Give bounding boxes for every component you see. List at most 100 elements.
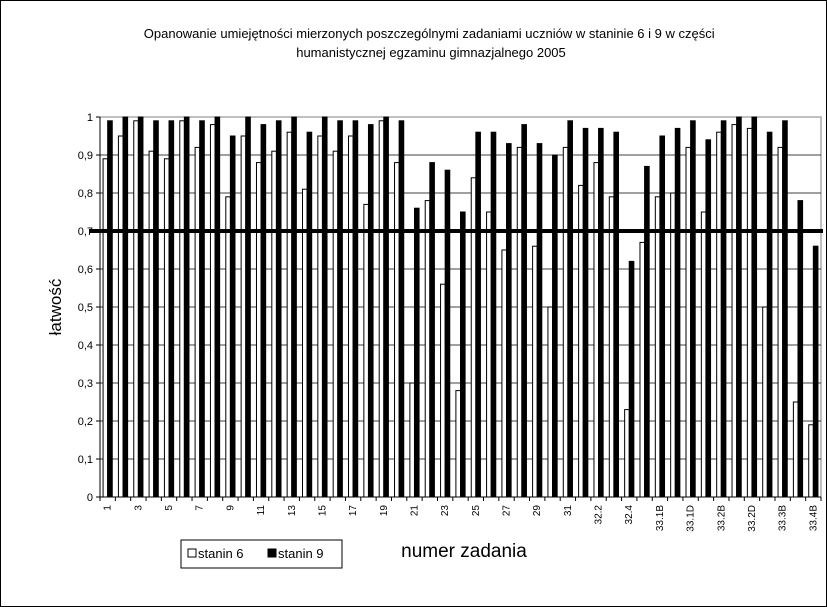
bar-stanin-9 xyxy=(782,120,788,498)
bar-stanin-9 xyxy=(291,116,297,498)
bar-stanin-6 xyxy=(286,131,293,498)
bar-stanin-6 xyxy=(808,424,814,498)
bar-stanin-9 xyxy=(122,116,129,498)
bar-stanin-6 xyxy=(348,135,354,498)
bar-stanin-9 xyxy=(107,120,113,498)
bar-stanin-6 xyxy=(670,192,676,498)
x-tick-label: 15 xyxy=(317,505,328,517)
bar-stanin-9 xyxy=(674,127,681,498)
bar-stanin-6 xyxy=(455,390,461,498)
bar-stanin-6 xyxy=(547,306,554,498)
bar-stanin-9 xyxy=(460,211,466,498)
y-tick-label: 0,9 xyxy=(78,150,93,162)
x-tick-label: 23 xyxy=(440,505,451,517)
bar-stanin-9 xyxy=(398,120,405,498)
bar-stanin-6 xyxy=(409,382,415,498)
bar-stanin-9 xyxy=(352,120,359,498)
y-tick-label: 0,2 xyxy=(78,416,93,428)
bar-stanin-6 xyxy=(255,162,262,498)
bar-stanin-6 xyxy=(163,158,170,498)
bar-stanin-6 xyxy=(440,283,446,498)
bar-stanin-6 xyxy=(394,162,400,498)
x-tick-label: 33.1D xyxy=(686,505,697,532)
bar-stanin-9 xyxy=(506,143,512,498)
bar-stanin-6 xyxy=(516,146,523,498)
x-tick-label: 32.2 xyxy=(594,505,605,525)
bar-stanin-6 xyxy=(271,150,277,498)
legend-label-stanin-6: stanin 6 xyxy=(198,546,244,561)
x-tick-label: 11 xyxy=(256,505,267,516)
bar-stanin-6 xyxy=(225,196,231,498)
bar-stanin-9 xyxy=(183,116,190,498)
y-axis-ticks: 0 0,1 0,2 0,3 0,4 0,5 0,6 0,7 0,8 0,9 1 xyxy=(78,112,101,504)
x-tick-label: 31 xyxy=(563,505,574,517)
bar-stanin-9 xyxy=(214,116,221,498)
bar-stanin-9 xyxy=(690,120,696,498)
bar-stanin-9 xyxy=(229,135,236,498)
x-tick-label: 32.4 xyxy=(624,505,635,525)
x-tick-label: 33.1B xyxy=(655,505,666,531)
bar-stanin-9 xyxy=(797,200,804,498)
bar-stanin-6 xyxy=(470,177,477,498)
bar-stanin-9 xyxy=(321,116,328,498)
bar-stanin-6 xyxy=(317,135,323,498)
y-axis-label: łatwość xyxy=(46,278,65,335)
bar-stanin-6 xyxy=(562,146,569,498)
y-tick-label: 0,6 xyxy=(78,264,93,276)
y-tick-label: 0 xyxy=(87,492,93,504)
x-tick-label: 25 xyxy=(471,505,482,517)
bar-stanin-9 xyxy=(199,120,205,498)
x-tick-label: 1 xyxy=(103,505,114,511)
x-tick-label: 33.2D xyxy=(747,505,758,532)
legend-label-stanin-9: stanin 9 xyxy=(278,546,324,561)
bar-stanin-6 xyxy=(501,249,508,498)
bar-stanin-9 xyxy=(137,116,144,498)
chart-title: Opanowanie umiejętności mierzonych poszc… xyxy=(144,26,718,60)
bar-stanin-6 xyxy=(593,162,600,498)
bar-stanin-6 xyxy=(102,158,109,498)
bar-stanin-9 xyxy=(475,131,481,498)
bar-stanin-9 xyxy=(705,139,712,498)
bar-stanin-9 xyxy=(153,120,159,498)
bar-stanin-6 xyxy=(624,409,630,498)
bar-stanin-6 xyxy=(363,203,369,498)
bar-stanin-9 xyxy=(444,169,451,498)
bar-stanin-9 xyxy=(413,207,420,498)
bar-stanin-6 xyxy=(777,146,784,498)
bar-stanin-9 xyxy=(644,165,650,498)
bar-stanin-6 xyxy=(608,196,615,498)
bar-stanin-9 xyxy=(383,116,389,498)
y-tick-label: 0,8 xyxy=(78,188,93,200)
bar-stanin-6 xyxy=(301,188,308,498)
bar-stanin-6 xyxy=(532,245,538,498)
bar-stanin-9 xyxy=(367,124,374,498)
bar-stanin-9 xyxy=(613,131,620,498)
bar-stanin-6 xyxy=(762,306,768,498)
x-tick-label: 29 xyxy=(532,505,543,517)
bar-stanin-6 xyxy=(639,241,646,498)
chart-title-line-2: humanistycznej egzaminu gimnazjalnego 20… xyxy=(296,45,566,60)
bar-stanin-6 xyxy=(133,120,139,498)
legend-swatch-stanin-9 xyxy=(267,548,277,558)
x-tick-label: 7 xyxy=(195,505,206,511)
bar-stanin-6 xyxy=(654,196,661,498)
bar-stanin-6 xyxy=(486,211,492,498)
x-tick-label: 33.2B xyxy=(716,505,727,531)
bar-stanin-9 xyxy=(306,131,313,498)
bar-stanin-9 xyxy=(521,124,527,498)
x-tick-label: 21 xyxy=(409,505,420,517)
bar-stanin-6 xyxy=(731,124,738,498)
bar-stanin-9 xyxy=(490,131,497,498)
bar-stanin-6 xyxy=(716,131,722,498)
y-tick-label: 0,4 xyxy=(78,340,93,352)
bar-stanin-6 xyxy=(746,127,753,498)
bar-stanin-9 xyxy=(628,260,635,498)
x-axis-label: numer zadania xyxy=(401,541,527,562)
legend: stanin 6 stanin 9 xyxy=(180,539,343,569)
x-tick-label: 3 xyxy=(133,505,144,511)
bar-stanin-6 xyxy=(378,120,385,498)
y-tick-label: 0,7 xyxy=(78,226,93,238)
bar-stanin-9 xyxy=(736,116,742,498)
x-tick-label: 9 xyxy=(225,505,236,511)
